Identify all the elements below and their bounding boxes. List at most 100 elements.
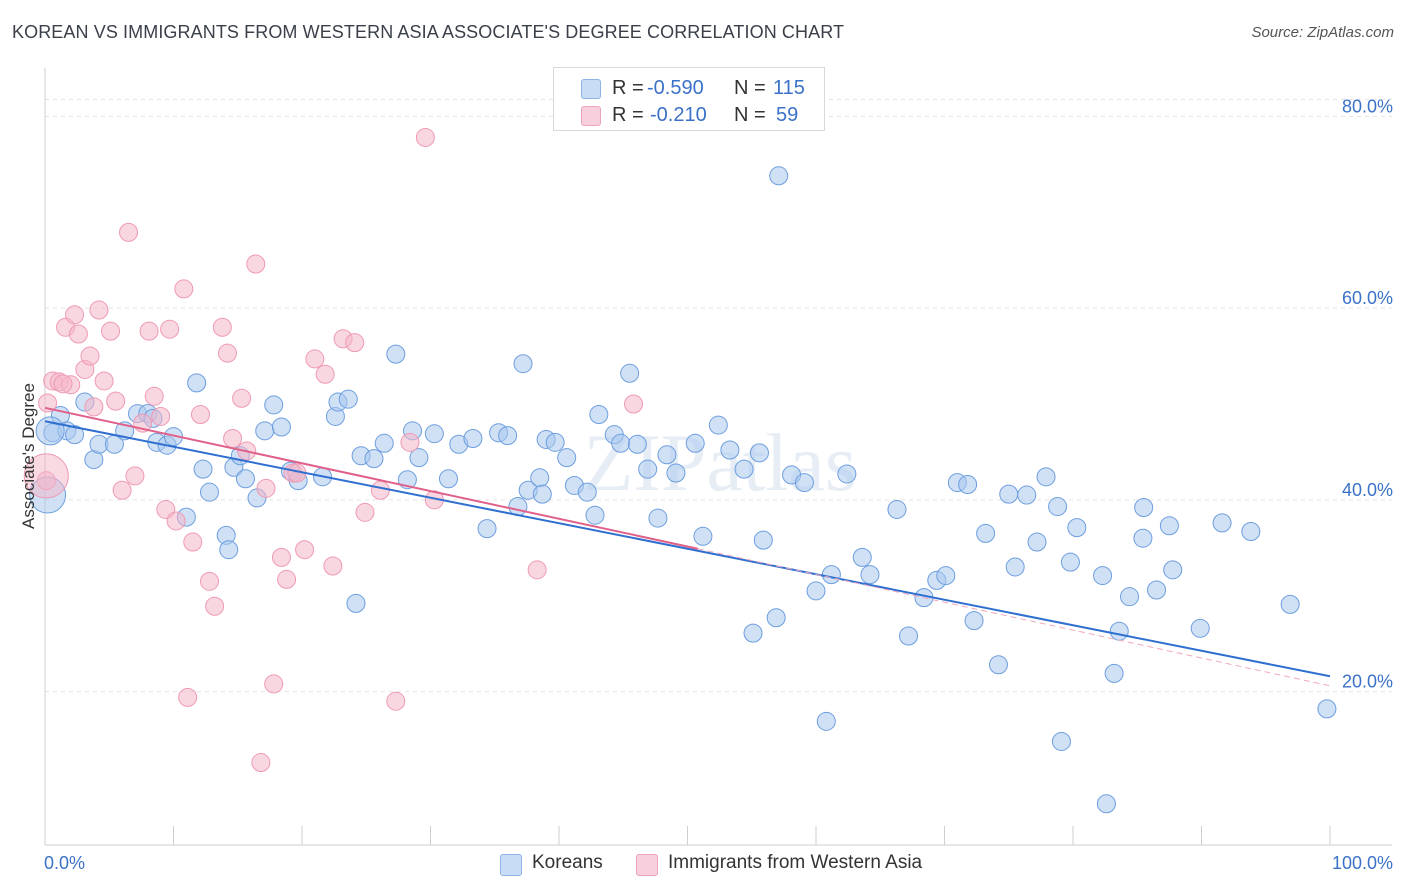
data-point — [94, 371, 114, 391]
tick-labels: 20.0% 40.0% 60.0% 80.0% 0.0% 100.0% Associate'… — [19, 96, 1393, 873]
data-point — [53, 374, 73, 394]
r-label: R = — [612, 104, 644, 126]
data-point — [976, 523, 996, 543]
data-point — [323, 556, 343, 576]
data-point — [199, 482, 219, 502]
data-point — [112, 480, 132, 500]
data-point — [657, 445, 677, 465]
data-point — [557, 448, 577, 468]
data-point — [498, 426, 518, 446]
koreans-trendline — [44, 420, 1331, 678]
x-tick-label: 100.0% — [1332, 853, 1393, 873]
data-point — [1280, 594, 1300, 614]
data-point — [364, 449, 384, 469]
data-point — [852, 547, 872, 567]
n-value: 115 — [773, 77, 805, 99]
data-point — [513, 354, 533, 374]
data-point — [251, 753, 271, 773]
data-point — [174, 279, 194, 299]
data-point — [305, 349, 325, 369]
data-point — [144, 386, 164, 406]
data-point — [119, 222, 139, 242]
data-point — [860, 565, 880, 585]
data-point — [84, 397, 104, 417]
data-point — [219, 540, 239, 560]
data-point — [816, 711, 836, 731]
data-point — [125, 466, 145, 486]
data-point — [255, 421, 275, 441]
data-point — [577, 482, 597, 502]
data-point — [753, 530, 773, 550]
data-point — [887, 499, 907, 519]
immigrants-points — [23, 127, 644, 773]
legend-row-immigrants: R = -0.210 N = 59 — [554, 101, 824, 127]
data-point — [183, 532, 203, 552]
data-point — [160, 319, 180, 339]
data-point — [1051, 731, 1071, 751]
data-point — [232, 388, 252, 408]
data-point — [837, 464, 857, 484]
data-point — [899, 626, 919, 646]
immigrants-trendline-extension — [697, 548, 1331, 687]
data-point — [624, 394, 644, 414]
data-point — [620, 363, 640, 383]
chart-title: KOREAN VS IMMIGRANTS FROM WESTERN ASIA A… — [12, 22, 845, 42]
data-point — [585, 505, 605, 525]
r-value: -0.590 — [647, 77, 704, 99]
data-point — [1317, 699, 1337, 719]
data-point — [463, 428, 483, 448]
y-tick-label: 20.0% — [1342, 672, 1393, 692]
data-point — [532, 484, 552, 504]
data-point — [743, 623, 763, 643]
data-point — [638, 459, 658, 479]
data-point — [400, 432, 420, 452]
data-point — [139, 321, 159, 341]
data-point — [264, 674, 284, 694]
data-point — [999, 484, 1019, 504]
data-point — [1093, 566, 1113, 586]
data-point — [988, 655, 1008, 675]
data-point — [1190, 618, 1210, 638]
r-value: -0.210 — [650, 104, 707, 126]
data-point — [1163, 560, 1183, 580]
r-label: R = — [612, 77, 644, 99]
n-label: N = — [734, 77, 766, 99]
data-point — [1109, 621, 1129, 641]
data-point — [256, 478, 276, 498]
data-point — [749, 443, 769, 463]
y-tick-label: 80.0% — [1342, 96, 1393, 116]
koreans-swatch — [581, 79, 601, 99]
data-point — [374, 433, 394, 453]
data-point — [264, 395, 284, 415]
data-point — [315, 364, 335, 384]
data-point — [1133, 528, 1153, 548]
immigrants-trendline — [44, 406, 698, 550]
data-point — [101, 321, 121, 341]
data-point — [1104, 663, 1124, 683]
data-point — [205, 596, 225, 616]
y-tick-label: 40.0% — [1342, 480, 1393, 500]
data-point — [648, 508, 668, 528]
data-point — [769, 166, 789, 186]
data-point — [409, 448, 429, 468]
data-point — [1048, 497, 1068, 517]
data-point — [23, 453, 69, 499]
data-point — [386, 691, 406, 711]
y-tick-label: 60.0% — [1342, 288, 1393, 308]
data-point — [1134, 498, 1154, 518]
data-point — [766, 608, 786, 628]
data-point — [89, 300, 109, 320]
data-point — [346, 593, 366, 613]
data-point — [545, 432, 565, 452]
data-point — [187, 373, 207, 393]
koreans-points — [29, 166, 1337, 814]
data-point — [964, 611, 984, 631]
data-point — [693, 526, 713, 546]
n-label: N = — [734, 104, 766, 126]
data-point — [821, 565, 841, 585]
data-point — [627, 434, 647, 454]
data-point — [35, 416, 65, 446]
data-point — [1067, 518, 1087, 538]
koreans-swatch — [500, 854, 522, 876]
source-label: Source: ZipAtlas.com — [1251, 24, 1394, 41]
